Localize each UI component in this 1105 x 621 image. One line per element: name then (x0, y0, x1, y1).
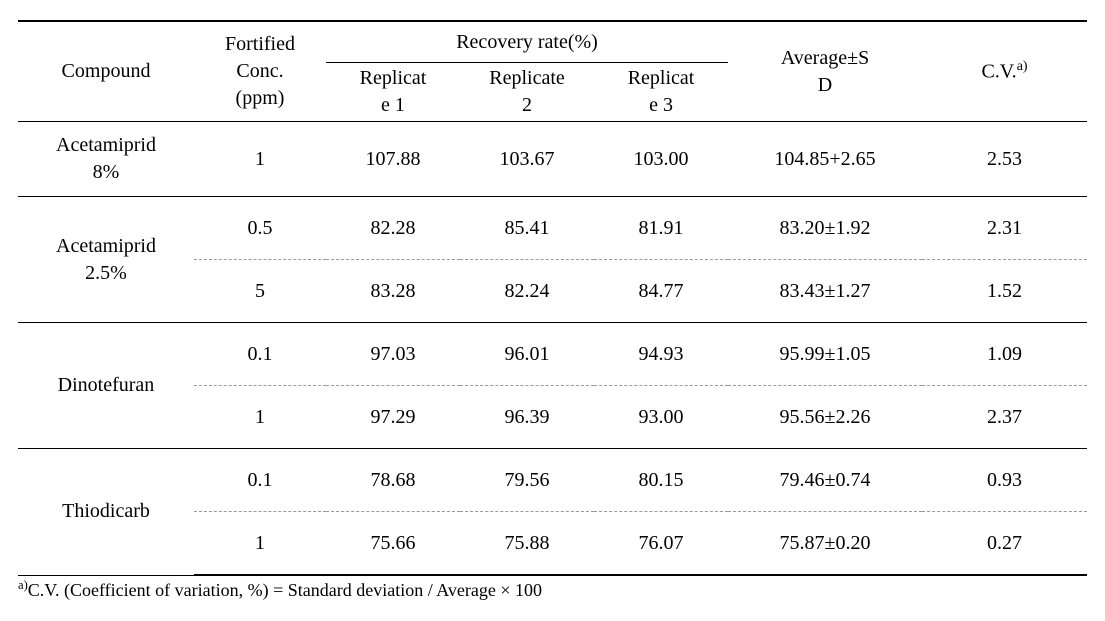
conc-l2: Conc. (194, 58, 326, 85)
cell-cv: 1.52 (922, 260, 1087, 323)
cell-avg: 83.20±1.92 (728, 197, 922, 260)
cell-cv: 2.53 (922, 122, 1087, 197)
table-body: Acetamiprid8%1107.88103.67103.00104.85+2… (18, 122, 1087, 576)
cell-cv: 2.37 (922, 386, 1087, 449)
cell-avg: 95.56±2.26 (728, 386, 922, 449)
cell-rep2: 79.56 (460, 449, 594, 512)
cell-compound: Acetamiprid2.5% (18, 197, 194, 323)
table-row: Acetamiprid8%1107.88103.67103.00104.85+2… (18, 122, 1087, 197)
cell-compound: Dinotefuran (18, 323, 194, 449)
cell-rep3: 93.00 (594, 386, 728, 449)
cell-rep1: 78.68 (326, 449, 460, 512)
rep3-l1: Replicat (594, 65, 728, 92)
cell-rep1: 107.88 (326, 122, 460, 197)
compound-l1: Thiodicarb (18, 498, 194, 525)
compound-l2: 2.5% (18, 260, 194, 287)
conc-l1: Fortified (194, 31, 326, 58)
cell-rep3: 94.93 (594, 323, 728, 386)
compound-l1: Dinotefuran (18, 372, 194, 399)
conc-l3: (ppm) (194, 85, 326, 112)
table-header: Compound Fortified Conc. (ppm) Recovery … (18, 21, 1087, 122)
compound-l1: Acetamiprid (18, 233, 194, 260)
cell-conc: 0.1 (194, 449, 326, 512)
cell-conc: 1 (194, 122, 326, 197)
cv-sup: a) (1017, 59, 1028, 74)
cell-rep2: 96.01 (460, 323, 594, 386)
cell-rep2: 96.39 (460, 386, 594, 449)
rep2-l2: 2 (460, 92, 594, 119)
footnote-text: C.V. (Coefficient of variation, %) = Sta… (28, 580, 542, 600)
compound-l2: 8% (18, 159, 194, 186)
cell-rep3: 81.91 (594, 197, 728, 260)
cell-avg: 83.43±1.27 (728, 260, 922, 323)
cell-cv: 1.09 (922, 323, 1087, 386)
cell-compound: Thiodicarb (18, 449, 194, 576)
table-row: Thiodicarb0.178.6879.5680.1579.46±0.740.… (18, 449, 1087, 512)
cell-avg: 75.87±0.20 (728, 512, 922, 576)
cell-cv: 2.31 (922, 197, 1087, 260)
cell-cv: 0.93 (922, 449, 1087, 512)
cell-rep1: 83.28 (326, 260, 460, 323)
cell-rep2: 75.88 (460, 512, 594, 576)
cell-conc: 0.1 (194, 323, 326, 386)
cell-rep2: 82.24 (460, 260, 594, 323)
cell-rep3: 84.77 (594, 260, 728, 323)
rep1-l2: e 1 (326, 92, 460, 119)
cell-conc: 0.5 (194, 197, 326, 260)
footnote-sup: a) (18, 578, 28, 592)
table-row: Dinotefuran0.197.0396.0194.9395.99±1.051… (18, 323, 1087, 386)
col-replicate-2: Replicate 2 (460, 63, 594, 122)
col-replicate-1: Replicat e 1 (326, 63, 460, 122)
cell-avg: 104.85+2.65 (728, 122, 922, 197)
col-average-sd: Average±S D (728, 21, 922, 122)
cell-rep2: 85.41 (460, 197, 594, 260)
col-compound: Compound (18, 21, 194, 122)
col-recovery-group: Recovery rate(%) (326, 21, 728, 63)
rep2-l1: Replicate (460, 65, 594, 92)
cell-rep3: 76.07 (594, 512, 728, 576)
cell-rep2: 103.67 (460, 122, 594, 197)
cell-rep1: 97.29 (326, 386, 460, 449)
cell-conc: 1 (194, 386, 326, 449)
rep1-l1: Replicat (326, 65, 460, 92)
col-cv: C.V.a) (922, 21, 1087, 122)
avg-l1: Average±S (728, 45, 922, 72)
compound-l1: Acetamiprid (18, 132, 194, 159)
cell-rep3: 80.15 (594, 449, 728, 512)
recovery-table: Compound Fortified Conc. (ppm) Recovery … (18, 20, 1087, 576)
rep3-l2: e 3 (594, 92, 728, 119)
cell-avg: 95.99±1.05 (728, 323, 922, 386)
cell-conc: 5 (194, 260, 326, 323)
col-fortified-conc: Fortified Conc. (ppm) (194, 21, 326, 122)
col-replicate-3: Replicat e 3 (594, 63, 728, 122)
cell-rep3: 103.00 (594, 122, 728, 197)
table-row: Acetamiprid2.5%0.582.2885.4181.9183.20±1… (18, 197, 1087, 260)
cell-rep1: 97.03 (326, 323, 460, 386)
cell-compound: Acetamiprid8% (18, 122, 194, 197)
cell-avg: 79.46±0.74 (728, 449, 922, 512)
cell-rep1: 82.28 (326, 197, 460, 260)
cell-conc: 1 (194, 512, 326, 576)
table-footnote: a)C.V. (Coefficient of variation, %) = S… (18, 576, 1087, 601)
avg-l2: D (728, 72, 922, 99)
cell-rep1: 75.66 (326, 512, 460, 576)
cv-text: C.V. (981, 60, 1016, 82)
cell-cv: 0.27 (922, 512, 1087, 576)
